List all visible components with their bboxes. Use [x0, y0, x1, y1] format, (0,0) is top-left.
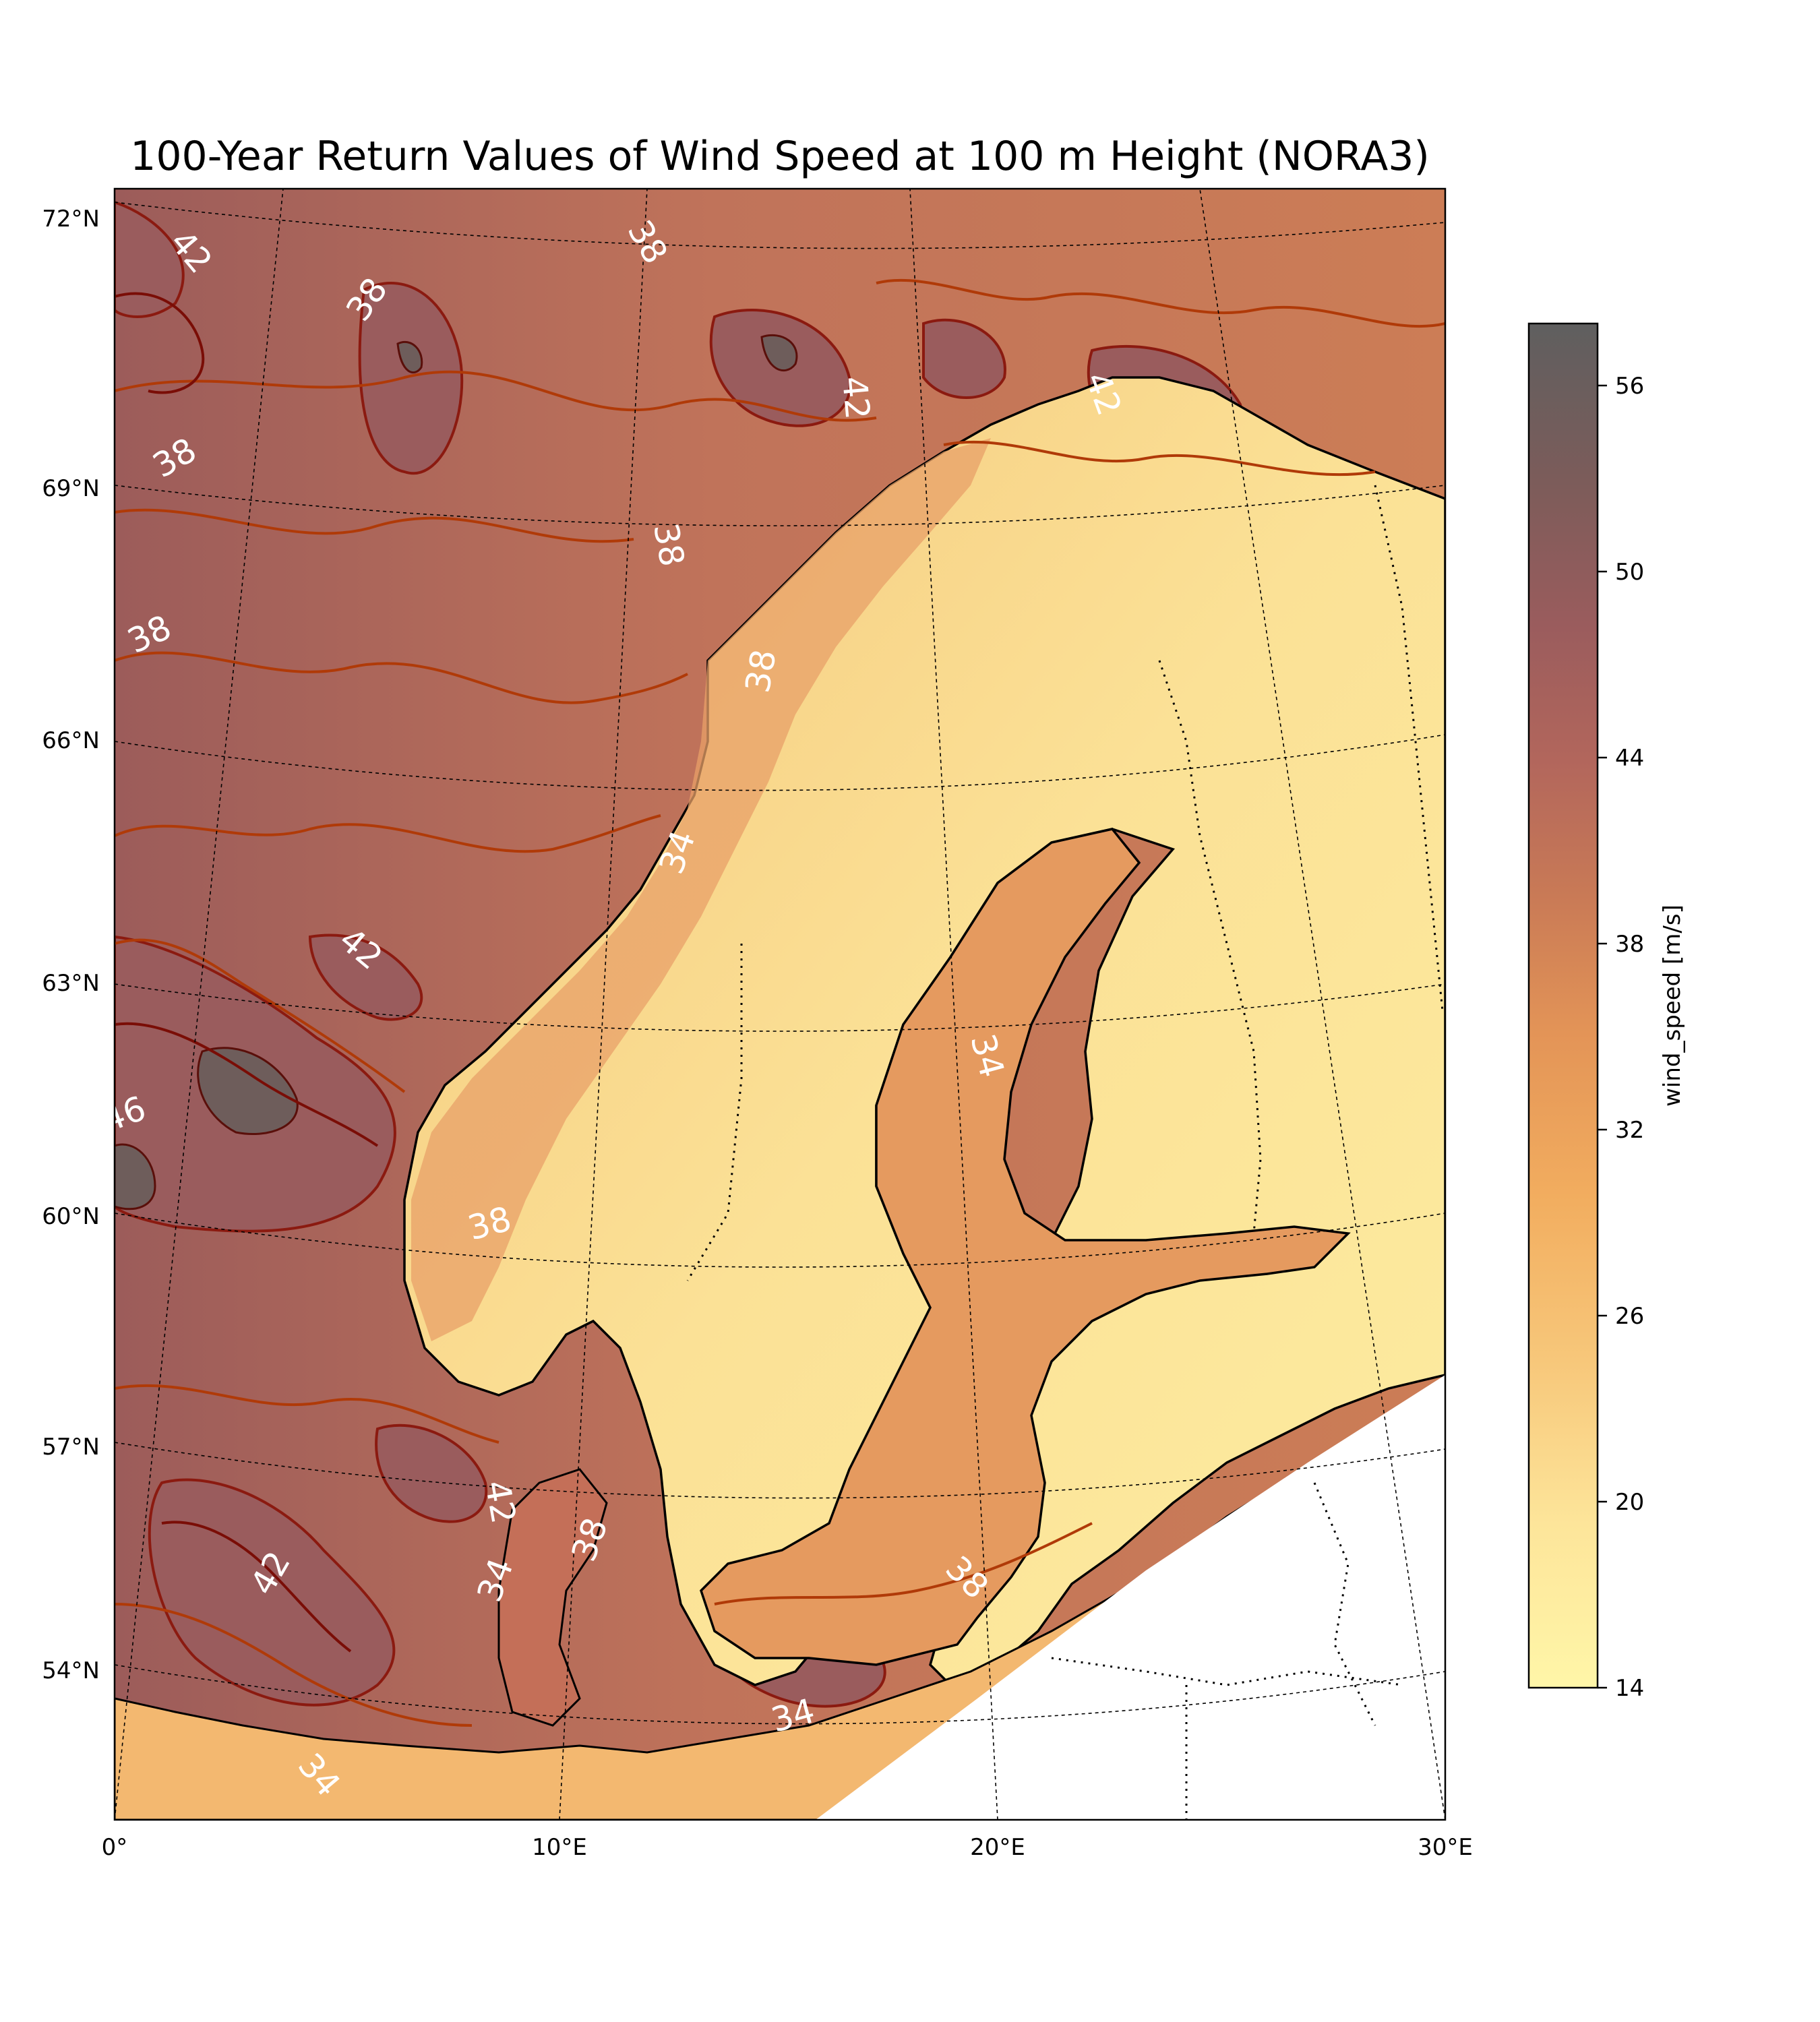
colorbar-gradient [1527, 322, 1599, 1689]
lat-tick-label: 63°N [42, 970, 100, 997]
lon-tick-label: 10°E [532, 1834, 587, 1861]
contour-label: 38 [646, 520, 692, 570]
contour-label: 38 [738, 646, 784, 696]
map-panel: 42 38 38 42 42 38 38 38 38 34 42 34 46 3… [115, 189, 1445, 1820]
lat-tick-label: 72°N [42, 206, 100, 233]
contour-lines-high [115, 292, 379, 1653]
lon-tick-label: 20°E [970, 1834, 1025, 1861]
peak-wind-patches [115, 334, 798, 1211]
country-borders [686, 485, 1444, 1820]
contour-label: 42 [477, 1477, 523, 1527]
coastal-band [411, 438, 991, 1341]
colorbar-ticks: 14 20 26 32 38 44 50 56 [1598, 373, 1644, 1702]
colorbar: 14 20 26 32 38 44 50 56 wind_speed [m/s] [1527, 322, 1686, 1702]
land-denmark [497, 1468, 608, 1727]
colorbar-tick-label: 44 [1615, 745, 1644, 772]
graticule [115, 189, 1445, 1820]
colorbar-tick-label: 50 [1615, 559, 1644, 586]
lat-tick-label: 54°N [42, 1657, 100, 1684]
lat-tick-label: 57°N [42, 1434, 100, 1461]
lat-tick-labels: 72°N 69°N 66°N 63°N 60°N 57°N 54°N [42, 206, 100, 1684]
map-frame [113, 187, 1447, 1821]
colorbar-tick-label: 20 [1615, 1489, 1644, 1516]
colorbar-tick-label: 32 [1615, 1117, 1644, 1144]
colorbar-tick-label: 14 [1615, 1675, 1644, 1702]
map-title: 100-Year Return Values of Wind Speed at … [130, 133, 1430, 180]
baltic-sea [699, 828, 1351, 1666]
lon-tick-label: 0° [102, 1834, 128, 1861]
lat-tick-label: 60°N [42, 1203, 100, 1230]
contour-lines [115, 279, 1445, 1727]
land-scandinavia [403, 376, 1445, 1694]
no-data-region [816, 1375, 1445, 1820]
colorbar-tick-label: 38 [1615, 931, 1644, 958]
lon-tick-labels: 0° 10°E 20°E 30°E [102, 1834, 1473, 1861]
colorbar-label: wind_speed [m/s] [1659, 905, 1686, 1107]
colorbar-tick-label: 26 [1615, 1303, 1644, 1330]
lat-tick-label: 66°N [42, 727, 100, 754]
colorbar-tick-label: 56 [1615, 373, 1644, 400]
contour-label: 42 [835, 375, 877, 421]
lat-tick-label: 69°N [42, 475, 100, 502]
lon-tick-label: 30°E [1418, 1834, 1473, 1861]
